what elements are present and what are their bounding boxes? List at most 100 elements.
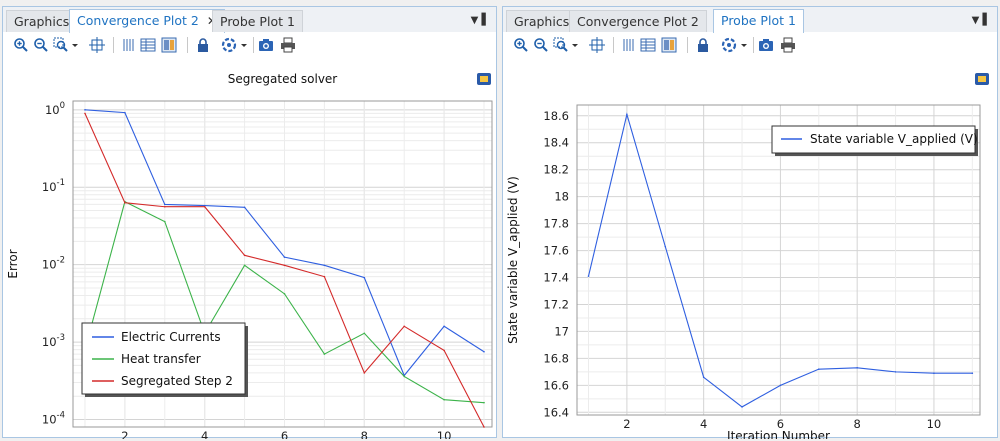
x-tick-label: 6 bbox=[281, 429, 288, 439]
toolbar-separator bbox=[253, 37, 254, 53]
close-icon[interactable]: ✕ bbox=[207, 14, 217, 28]
probe-plot-window: Graphics Convergence Plot 2 Probe Plot 1… bbox=[502, 6, 998, 439]
zoom-box-icon[interactable] bbox=[553, 37, 569, 53]
grid-lines-icon[interactable] bbox=[621, 37, 637, 53]
zoom-extents-icon[interactable] bbox=[589, 37, 605, 53]
probe-plot-area: 16.4 16.6 16.8 17 17.2 17.4 17.6 17.8 18 18.2 18.4… bbox=[503, 59, 997, 439]
x-tick-label: 4 bbox=[201, 429, 208, 439]
scene-light-icon[interactable] bbox=[221, 37, 237, 53]
scene-light-dropdown-icon[interactable] bbox=[240, 37, 248, 53]
x-tick-label: 2 bbox=[121, 429, 128, 439]
data-point bbox=[403, 375, 406, 378]
legend-label: State variable V_applied (V) bbox=[810, 132, 978, 146]
x-axis-label: Iteration Number bbox=[727, 429, 830, 439]
data-point bbox=[203, 205, 206, 208]
data-point bbox=[363, 276, 366, 279]
y-tick-label: 17.8 bbox=[543, 217, 569, 231]
tab-menu-icon[interactable]: ▼ ▌ bbox=[470, 13, 490, 26]
legend-label: Electric Currents bbox=[121, 330, 221, 344]
print-icon[interactable] bbox=[280, 37, 296, 53]
plot-toolbar bbox=[3, 33, 496, 57]
grid-lines-icon[interactable] bbox=[121, 37, 137, 53]
data-point bbox=[664, 245, 667, 248]
zoom-out-icon[interactable] bbox=[33, 37, 49, 53]
table-icon[interactable] bbox=[140, 37, 156, 53]
data-point bbox=[124, 111, 126, 114]
tab-probe-plot-1[interactable]: Probe Plot 1 bbox=[212, 10, 303, 32]
tab-graphics[interactable]: Graphics bbox=[506, 10, 578, 32]
plot-settings-icon[interactable] bbox=[477, 73, 491, 85]
lock-icon[interactable] bbox=[195, 37, 211, 53]
x-tick-label: 6 bbox=[777, 417, 784, 431]
data-point bbox=[443, 398, 445, 401]
data-point bbox=[894, 371, 897, 373]
data-point bbox=[702, 376, 705, 379]
y-tick-label: 18.4 bbox=[543, 136, 569, 150]
data-point bbox=[483, 426, 485, 428]
legend-box bbox=[771, 125, 976, 154]
y-tick-label: 18.6 bbox=[543, 109, 569, 123]
tab-bar: Graphics Convergence Plot 2 ✕ Probe Plot … bbox=[3, 7, 496, 33]
print-icon[interactable] bbox=[780, 37, 796, 53]
plot-settings-icon[interactable] bbox=[975, 73, 989, 85]
data-point bbox=[323, 275, 326, 278]
colored-table-icon[interactable] bbox=[661, 37, 677, 53]
zoom-in-icon[interactable] bbox=[13, 37, 29, 53]
data-point bbox=[84, 112, 86, 115]
plot-toolbar bbox=[503, 33, 997, 57]
data-point bbox=[443, 325, 445, 328]
y-axis-label: Error bbox=[6, 249, 20, 278]
data-point bbox=[443, 349, 445, 352]
y-tick-label: 18 bbox=[554, 190, 569, 204]
toolbar-separator bbox=[613, 37, 614, 53]
data-point bbox=[84, 109, 86, 111]
x-tick-label: 8 bbox=[854, 417, 861, 431]
colored-table-icon[interactable] bbox=[161, 37, 177, 53]
convergence-chart: Segregated solver 100 10-1 10-2 10-3 10-4 2 4 6 8… bbox=[6, 72, 493, 439]
lock-icon[interactable] bbox=[695, 37, 711, 53]
zoom-box-dropdown-icon[interactable] bbox=[571, 37, 579, 53]
scene-light-icon[interactable] bbox=[721, 37, 737, 53]
tab-bar: Graphics Convergence Plot 2 Probe Plot 1… bbox=[503, 7, 997, 33]
data-point bbox=[779, 384, 782, 387]
data-point bbox=[741, 406, 743, 408]
data-point bbox=[363, 372, 366, 374]
tab-convergence-plot-2[interactable]: Convergence Plot 2 bbox=[569, 10, 707, 32]
camera-icon[interactable] bbox=[758, 37, 774, 53]
data-point bbox=[243, 264, 246, 267]
zoom-box-icon[interactable] bbox=[53, 37, 69, 53]
toolbar-separator bbox=[113, 37, 114, 53]
data-point bbox=[483, 401, 485, 404]
data-point bbox=[323, 353, 326, 355]
zoom-out-icon[interactable] bbox=[533, 37, 549, 53]
y-axis-label: State variable V_applied (V) bbox=[506, 176, 520, 344]
y-tick-label: 17.6 bbox=[543, 244, 569, 258]
data-point bbox=[124, 201, 126, 204]
x-tick-label: 10 bbox=[437, 429, 452, 439]
zoom-box-dropdown-icon[interactable] bbox=[71, 37, 79, 53]
data-point bbox=[283, 293, 286, 295]
zoom-extents-icon[interactable] bbox=[89, 37, 105, 53]
data-point bbox=[203, 204, 206, 207]
tab-menu-icon[interactable]: ▼ ▌ bbox=[971, 13, 991, 26]
tab-graphics[interactable]: Graphics bbox=[6, 10, 78, 32]
y-tick-label: 18.2 bbox=[543, 163, 569, 177]
data-point bbox=[363, 332, 366, 335]
y-tick-label: 10-3 bbox=[42, 333, 65, 349]
tab-probe-plot-1[interactable]: Probe Plot 1 bbox=[713, 9, 804, 33]
table-icon[interactable] bbox=[640, 37, 656, 53]
data-point bbox=[243, 254, 246, 257]
toolbar-separator bbox=[687, 37, 688, 53]
zoom-in-icon[interactable] bbox=[513, 37, 529, 53]
legend-label: Segregated Step 2 bbox=[121, 374, 233, 388]
toolbar-separator bbox=[187, 37, 188, 53]
scene-light-dropdown-icon[interactable] bbox=[740, 37, 748, 53]
camera-icon[interactable] bbox=[258, 37, 274, 53]
plot-frame bbox=[576, 104, 981, 416]
data-point bbox=[403, 325, 406, 328]
convergence-plot-area: Segregated solver 100 10-1 10-2 10-3 10-4 2 4 6 8… bbox=[3, 59, 496, 439]
data-point bbox=[163, 203, 166, 206]
x-tick-label: 4 bbox=[700, 417, 707, 431]
y-tick-label: 16.4 bbox=[543, 405, 569, 419]
tab-convergence-plot-2[interactable]: Convergence Plot 2 ✕ bbox=[69, 9, 225, 33]
